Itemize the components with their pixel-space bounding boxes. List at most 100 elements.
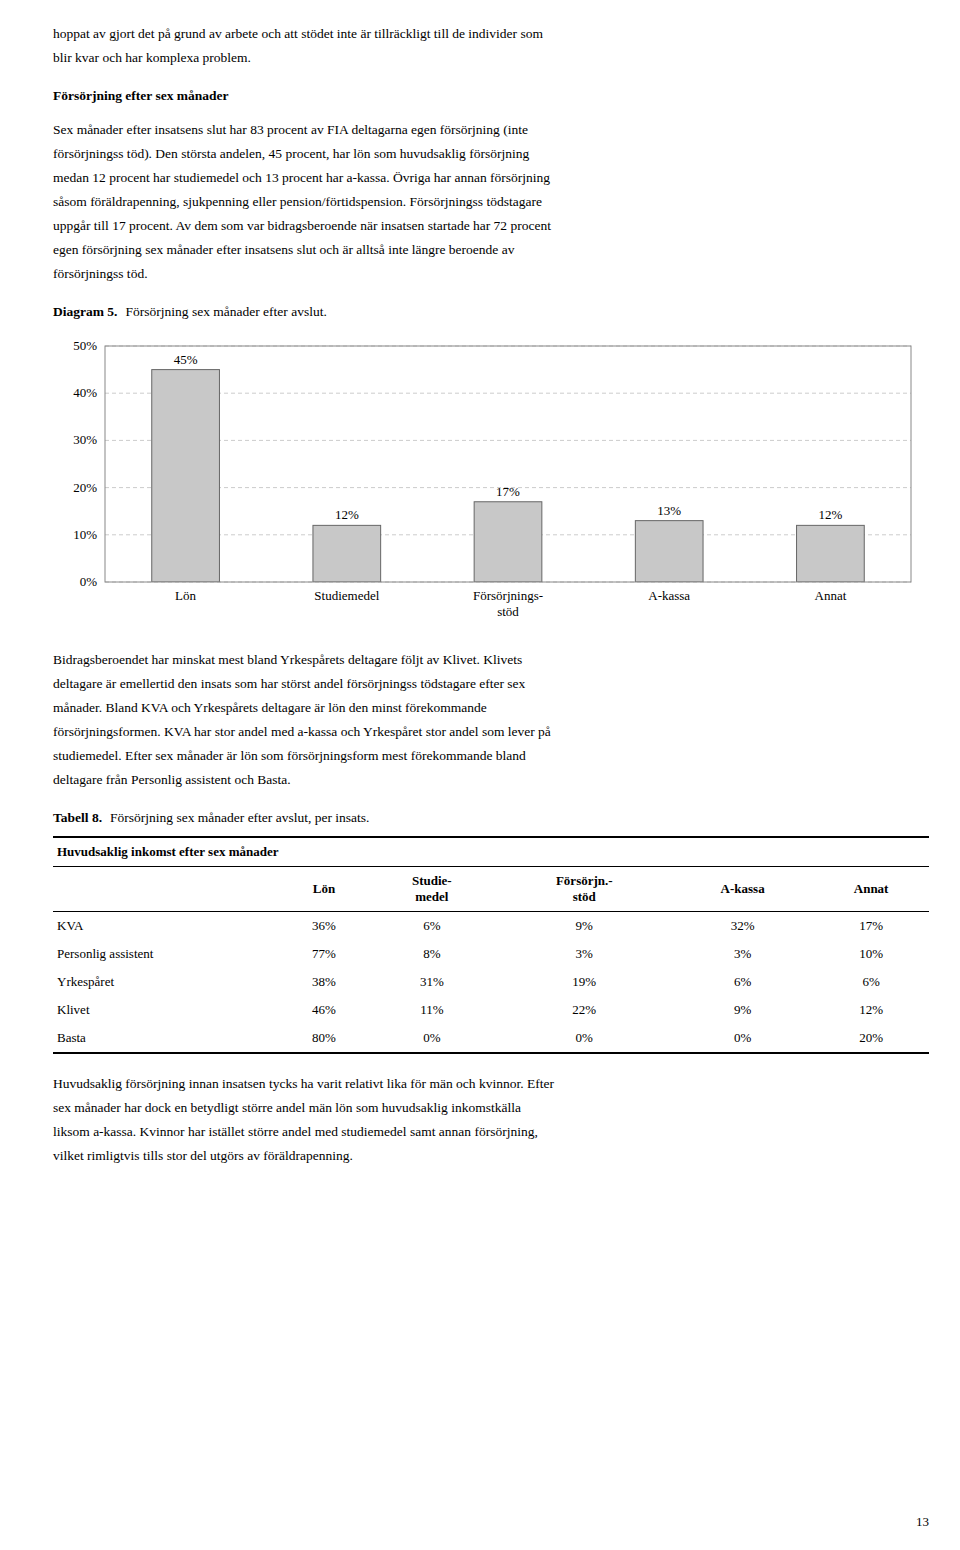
- bar: [635, 521, 703, 582]
- page: hoppat av gjort det på grund av arbete o…: [53, 22, 929, 1182]
- text-line: uppgår till 17 procent. Av dem som var b…: [53, 214, 929, 238]
- x-tick-label: Annat: [815, 588, 847, 603]
- table-cell: 46%: [281, 996, 367, 1024]
- y-tick-label: 0%: [80, 574, 98, 589]
- table-label: Tabell 8.: [53, 810, 102, 825]
- y-tick-label: 50%: [73, 338, 97, 353]
- table-cell: 20%: [813, 1024, 929, 1053]
- table-cell: 0%: [367, 1024, 496, 1053]
- table-column-header: Studie- medel: [367, 867, 496, 912]
- table: Huvudsaklig inkomst efter sex månaderLön…: [53, 836, 929, 1054]
- table-row: Personlig assistent77%8%3%3%10%: [53, 940, 929, 968]
- table-cell: 6%: [672, 968, 813, 996]
- page-number: 13: [916, 1514, 929, 1530]
- text-line: Bidragsberoendet har minskat mest bland …: [53, 648, 929, 672]
- text-line: såsom föräldrapenning, sjukpenning eller…: [53, 190, 929, 214]
- y-tick-label: 10%: [73, 527, 97, 542]
- table-cell: 22%: [497, 996, 672, 1024]
- bars: [152, 370, 865, 582]
- text-line: månader. Bland KVA och Yrkespårets delta…: [53, 696, 929, 720]
- text-line: liksom a-kassa. Kvinnor har istället stö…: [53, 1120, 929, 1144]
- data-label: 17%: [496, 484, 520, 499]
- y-tick-label: 40%: [73, 385, 97, 400]
- x-tick-label: A-kassa: [648, 588, 690, 603]
- text-line: Sex månader efter insatsens slut har 83 …: [53, 118, 929, 142]
- table-column-header: Annat: [813, 867, 929, 912]
- chart-title: Försörjning sex månader efter avslut.: [126, 304, 327, 319]
- text-line: försörjningss töd.: [53, 262, 929, 286]
- text-line: deltagare från Personlig assistent och B…: [53, 768, 929, 792]
- text-line: försörjningsformen. KVA har stor andel m…: [53, 720, 929, 744]
- table-cell: 19%: [497, 968, 672, 996]
- text-line: sex månader har dock en betydligt större…: [53, 1096, 929, 1120]
- table-column-header: Lön: [281, 867, 367, 912]
- table-cell: 11%: [367, 996, 496, 1024]
- table-row: Klivet46%11%22%9%12%: [53, 996, 929, 1024]
- table-cell: 17%: [813, 912, 929, 941]
- table-title: Försörjning sex månader efter avslut, pe…: [110, 810, 369, 825]
- text-line: försörjningss töd). Den största andelen,…: [53, 142, 929, 166]
- table-cell: 0%: [497, 1024, 672, 1053]
- table-header-row: Huvudsaklig inkomst efter sex månader: [53, 837, 929, 867]
- section-heading: Försörjning efter sex månader: [53, 84, 929, 108]
- table-cell: 12%: [813, 996, 929, 1024]
- table-row-name: KVA: [53, 912, 281, 941]
- table-caption: Tabell 8. Försörjning sex månader efter a…: [53, 806, 929, 830]
- paragraph: Huvudsaklig försörjning innan insatsen t…: [53, 1072, 929, 1168]
- bar: [474, 502, 542, 582]
- data-label: 12%: [335, 507, 359, 522]
- table-corner: [53, 867, 281, 912]
- data-label: 45%: [174, 352, 198, 367]
- diagram-label: Diagram 5.: [53, 304, 118, 319]
- plot-frame: [105, 346, 911, 582]
- table-cell: 9%: [497, 912, 672, 941]
- grid-line: [105, 393, 911, 394]
- diagram-caption: Diagram 5. Försörjning sex månader efter …: [53, 300, 929, 324]
- table-cell: 31%: [367, 968, 496, 996]
- table-cell: 38%: [281, 968, 367, 996]
- bar-chart: 0% 10% 20% 30% 40% 50% 45% Lön 12% Studiemedel 17%…: [53, 330, 923, 630]
- bar: [313, 525, 381, 582]
- table-cell: 10%: [813, 940, 929, 968]
- paragraph: Sex månader efter insatsens slut har 83 …: [53, 118, 929, 286]
- text-line: deltagare är emellertid den insats som h…: [53, 672, 929, 696]
- table-row: Yrkespåret38%31%19%6%6%: [53, 968, 929, 996]
- data-label: 13%: [657, 503, 681, 518]
- table-cell: 80%: [281, 1024, 367, 1053]
- table-cell: 36%: [281, 912, 367, 941]
- table-cell: 3%: [497, 940, 672, 968]
- text-line: hoppat av gjort det på grund av arbete o…: [53, 22, 929, 46]
- text-line: egen försörjning sex månader efter insat…: [53, 238, 929, 262]
- table-cell: 6%: [367, 912, 496, 941]
- data-label: 12%: [818, 507, 842, 522]
- table-cell: 3%: [672, 940, 813, 968]
- table-row: KVA36%6%9%32%17%: [53, 912, 929, 941]
- bar: [152, 370, 220, 582]
- paragraph: hoppat av gjort det på grund av arbete o…: [53, 22, 929, 70]
- y-tick-label: 20%: [73, 480, 97, 495]
- x-tick-label: Lön: [175, 588, 196, 603]
- y-tick-label: 30%: [73, 432, 97, 447]
- table-cell: 77%: [281, 940, 367, 968]
- table-row-name: Klivet: [53, 996, 281, 1024]
- table-column-header: A-kassa: [672, 867, 813, 912]
- paragraph: Bidragsberoendet har minskat mest bland …: [53, 648, 929, 792]
- table-cell: 8%: [367, 940, 496, 968]
- table-row: Basta80%0%0%0%20%: [53, 1024, 929, 1053]
- table-row-name: Yrkespåret: [53, 968, 281, 996]
- table-cell: 32%: [672, 912, 813, 941]
- table-row-name: Basta: [53, 1024, 281, 1053]
- table-header-main: Huvudsaklig inkomst efter sex månader: [53, 837, 929, 867]
- text-line: blir kvar och har komplexa problem.: [53, 46, 929, 70]
- x-tick-label: Försörjnings-stöd: [473, 588, 543, 619]
- table-cell: 9%: [672, 996, 813, 1024]
- table-column-header: Försörjn.- stöd: [497, 867, 672, 912]
- x-tick-label: Studiemedel: [314, 588, 379, 603]
- text-line: vilket rimligtvis tills stor del utgörs …: [53, 1144, 929, 1168]
- text-line: Huvudsaklig försörjning innan insatsen t…: [53, 1072, 929, 1096]
- table-row-name: Personlig assistent: [53, 940, 281, 968]
- text-line: medan 12 procent har studiemedel och 13 …: [53, 166, 929, 190]
- table-cell: 6%: [813, 968, 929, 996]
- bar: [797, 525, 865, 582]
- grid-line: [105, 440, 911, 441]
